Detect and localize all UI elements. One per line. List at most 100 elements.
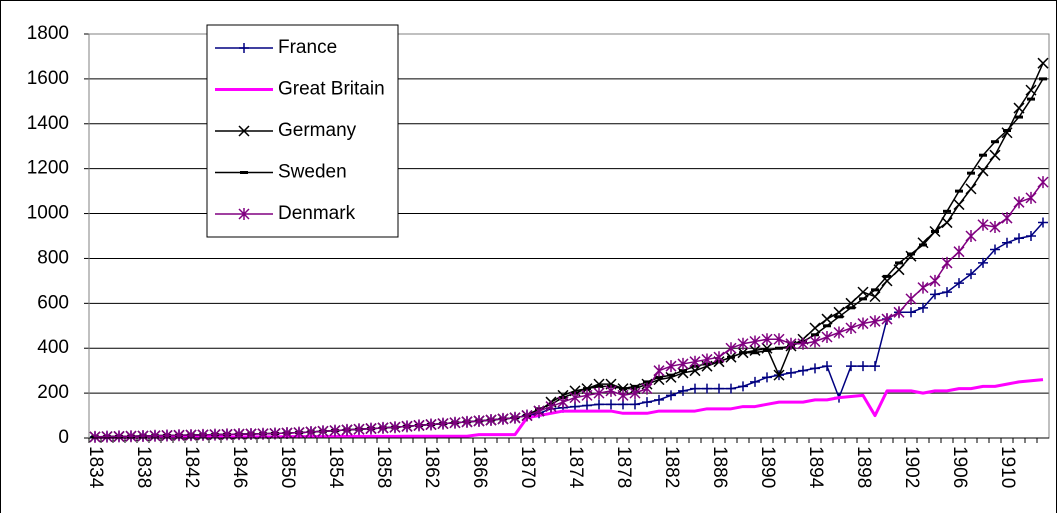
data-point — [533, 405, 545, 418]
data-point — [833, 326, 845, 339]
data-point — [737, 337, 749, 350]
x-tick-label: 1906 — [949, 446, 970, 488]
data-point — [581, 389, 593, 402]
x-tick-label: 1890 — [757, 446, 778, 488]
data-point — [858, 361, 868, 372]
data-point — [630, 399, 640, 410]
data-point — [773, 333, 785, 346]
data-point — [509, 411, 521, 424]
x-tick-label: 1898 — [853, 446, 874, 488]
data-point — [701, 353, 713, 366]
data-point — [725, 342, 737, 355]
y-tick-label: 1000 — [27, 203, 69, 224]
data-point — [521, 409, 533, 422]
x-tick-label: 1842 — [181, 446, 202, 488]
data-point — [953, 245, 965, 258]
data-point — [797, 337, 809, 350]
data-point — [1026, 231, 1036, 241]
data-point — [869, 315, 881, 328]
data-point — [389, 421, 401, 434]
data-point — [785, 337, 797, 350]
data-point — [822, 361, 832, 372]
data-point — [401, 420, 413, 433]
data-point — [665, 360, 677, 373]
data-point — [713, 351, 725, 364]
x-tick-label: 1838 — [133, 446, 154, 488]
data-point — [690, 383, 700, 394]
data-point — [726, 383, 736, 394]
data-point — [810, 363, 820, 374]
x-tick-label: 1894 — [805, 446, 826, 489]
data-point — [893, 306, 905, 319]
data-point — [941, 256, 953, 269]
data-point — [161, 429, 173, 442]
data-point — [485, 414, 497, 427]
legend-label: Germany — [278, 120, 357, 141]
data-point — [918, 302, 928, 313]
x-tick-label: 1850 — [277, 446, 298, 488]
legend-label: France — [278, 37, 337, 58]
data-point — [653, 364, 665, 377]
data-point — [305, 425, 317, 438]
data-point — [1037, 57, 1049, 69]
data-point — [281, 427, 293, 440]
data-point — [677, 357, 689, 370]
data-point — [473, 414, 485, 427]
y-tick-label: 400 — [37, 337, 69, 358]
data-point — [905, 292, 917, 305]
data-point — [1014, 233, 1024, 244]
data-point — [990, 244, 1000, 255]
data-point — [930, 289, 940, 300]
data-point — [966, 269, 976, 280]
data-point — [678, 385, 688, 396]
x-tick-label: 1854 — [325, 446, 346, 489]
y-tick-label: 1600 — [27, 68, 69, 89]
data-point — [954, 278, 964, 289]
data-point — [293, 426, 305, 439]
data-point — [425, 418, 437, 431]
data-point — [569, 391, 581, 404]
data-point — [149, 429, 161, 442]
data-point — [714, 383, 724, 394]
data-point — [606, 399, 616, 410]
x-tick-label: 1886 — [709, 446, 730, 488]
data-point — [989, 221, 1001, 234]
data-point — [1037, 176, 1049, 189]
data-point — [238, 125, 250, 137]
data-point — [749, 335, 761, 348]
data-point — [689, 355, 701, 368]
y-tick-label: 1800 — [27, 23, 69, 44]
data-point — [437, 417, 449, 430]
y-tick-label: 200 — [37, 382, 69, 403]
x-tick-label: 1910 — [997, 446, 1018, 488]
data-point — [786, 367, 796, 378]
legend-label: Great Britain — [278, 79, 385, 100]
data-point — [113, 430, 125, 443]
data-point — [881, 313, 893, 326]
data-point — [593, 387, 605, 400]
axis-labels: 0 200 400 600 800 1000 1200 1400 1600 1800 1834 183… — [27, 23, 1049, 489]
data-point — [654, 394, 664, 405]
data-point — [239, 43, 249, 53]
legend: France Great Britain Germany Sweden Denmark — [206, 24, 399, 238]
data-point — [89, 430, 101, 443]
data-point — [329, 424, 341, 437]
data-point — [125, 430, 137, 443]
data-point — [870, 361, 880, 372]
data-point — [557, 396, 569, 409]
data-point — [941, 217, 953, 229]
data-point — [1013, 196, 1025, 209]
data-point — [821, 331, 833, 343]
data-point — [353, 423, 365, 436]
data-point — [101, 430, 113, 443]
x-tick-label: 1902 — [901, 446, 922, 488]
data-point — [238, 208, 250, 220]
x-tick-label: 1834 — [85, 446, 106, 489]
data-point — [857, 317, 869, 330]
data-point — [965, 230, 977, 242]
data-point — [497, 412, 509, 425]
x-tick-label: 1862 — [421, 446, 442, 488]
data-point — [317, 425, 329, 438]
x-tick-label: 1866 — [469, 446, 490, 488]
